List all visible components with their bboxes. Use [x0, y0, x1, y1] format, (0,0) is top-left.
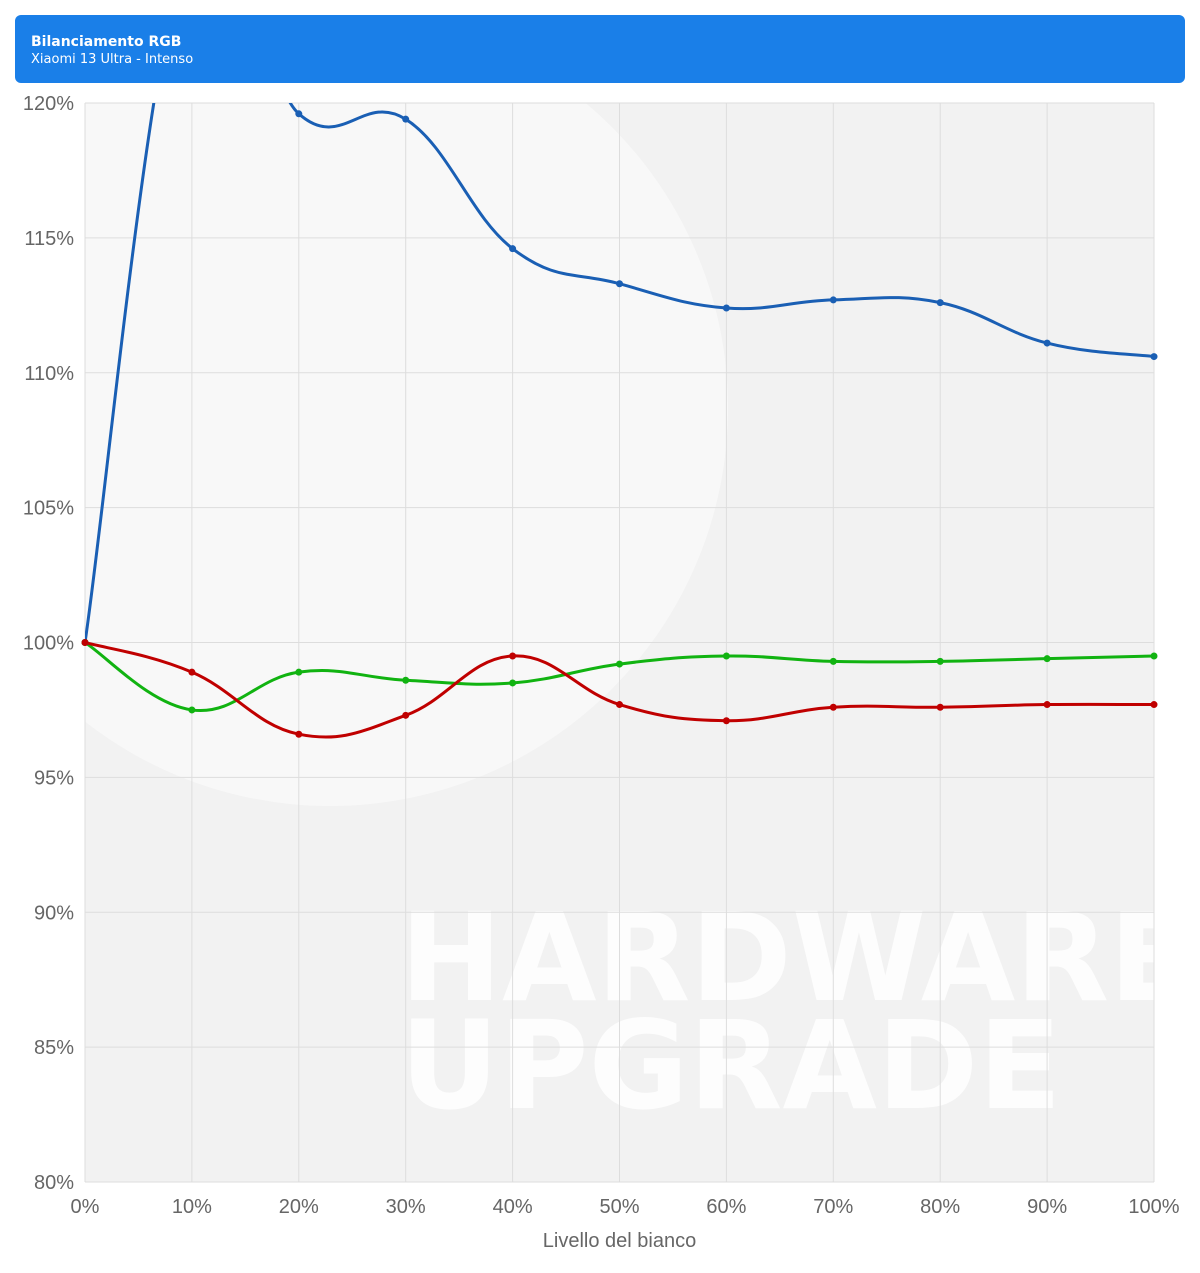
data-point-red [295, 730, 303, 738]
data-point-blue [1043, 339, 1051, 347]
x-tick-label: 0% [71, 1196, 100, 1218]
data-point-green [295, 668, 303, 676]
x-tick-label: 20% [279, 1196, 319, 1218]
data-point-green [1150, 652, 1158, 660]
y-tick-label: 95% [34, 767, 74, 789]
x-tick-label: 10% [172, 1196, 212, 1218]
data-point-green [188, 706, 196, 714]
x-tick-label: 40% [493, 1196, 533, 1218]
y-axis: 80% 85% 90% 95% 100% 105% 110% 115% 120% [23, 93, 74, 1194]
x-tick-label: 70% [813, 1196, 853, 1218]
data-point-blue [402, 115, 410, 123]
series-points [81, 110, 1158, 738]
data-point-green [402, 676, 410, 684]
data-point-green [1043, 655, 1051, 663]
data-point-red [402, 711, 410, 719]
x-tick-label: 50% [599, 1196, 639, 1218]
x-tick-label: 80% [920, 1196, 960, 1218]
chart-title: Bilanciamento RGB [31, 34, 182, 50]
y-tick-label: 100% [23, 633, 74, 655]
watermark-logo [85, 103, 728, 806]
data-point-red [616, 701, 623, 709]
x-tick-label: 30% [386, 1196, 426, 1218]
x-tick-label: 100% [1128, 1196, 1179, 1218]
data-point-red [1150, 701, 1158, 709]
y-tick-label: 80% [34, 1172, 74, 1194]
x-axis-label: Livello del bianco [543, 1230, 696, 1252]
data-point-green [722, 652, 730, 660]
data-point-blue [936, 299, 944, 307]
x-tick-label: 60% [706, 1196, 746, 1218]
data-point-red [722, 717, 730, 725]
watermark-line2: UPGRADE [400, 995, 1062, 1137]
y-tick-label: 115% [24, 228, 74, 250]
data-point-red [1043, 701, 1051, 709]
data-point-green [829, 657, 837, 665]
data-point-blue [295, 110, 303, 118]
data-point-green [936, 657, 944, 665]
chart-header: Bilanciamento RGB Xiaomi 13 Ultra - Inte… [15, 15, 1185, 83]
data-point-blue [509, 245, 517, 253]
data-point-blue [829, 296, 837, 304]
data-point-green [616, 660, 623, 668]
grid-lines [84, 102, 1155, 1183]
data-point-blue [1150, 353, 1158, 361]
data-point-red [81, 639, 89, 646]
data-point-red [936, 703, 944, 711]
x-tick-label: 90% [1027, 1196, 1067, 1218]
data-point-red [188, 668, 196, 676]
data-point-green [509, 679, 517, 687]
y-tick-label: 90% [34, 902, 74, 924]
y-tick-label: 85% [34, 1037, 74, 1059]
y-tick-label: 120% [23, 93, 74, 115]
data-point-red [829, 703, 837, 711]
series-line-red [85, 641, 1154, 739]
y-tick-label: 110% [24, 363, 74, 385]
x-axis: 0% 10% 20% 30% 40% 50% 60% 70% 80% 90% 100% [71, 1196, 1180, 1218]
y-tick-label: 105% [23, 498, 74, 520]
data-point-blue [616, 280, 623, 288]
watermark-line1: HARDWARE [400, 887, 1193, 1029]
data-point-red [509, 652, 517, 660]
chart-subtitle: Xiaomi 13 Ultra - Intenso [31, 52, 194, 67]
data-point-blue [722, 304, 730, 312]
